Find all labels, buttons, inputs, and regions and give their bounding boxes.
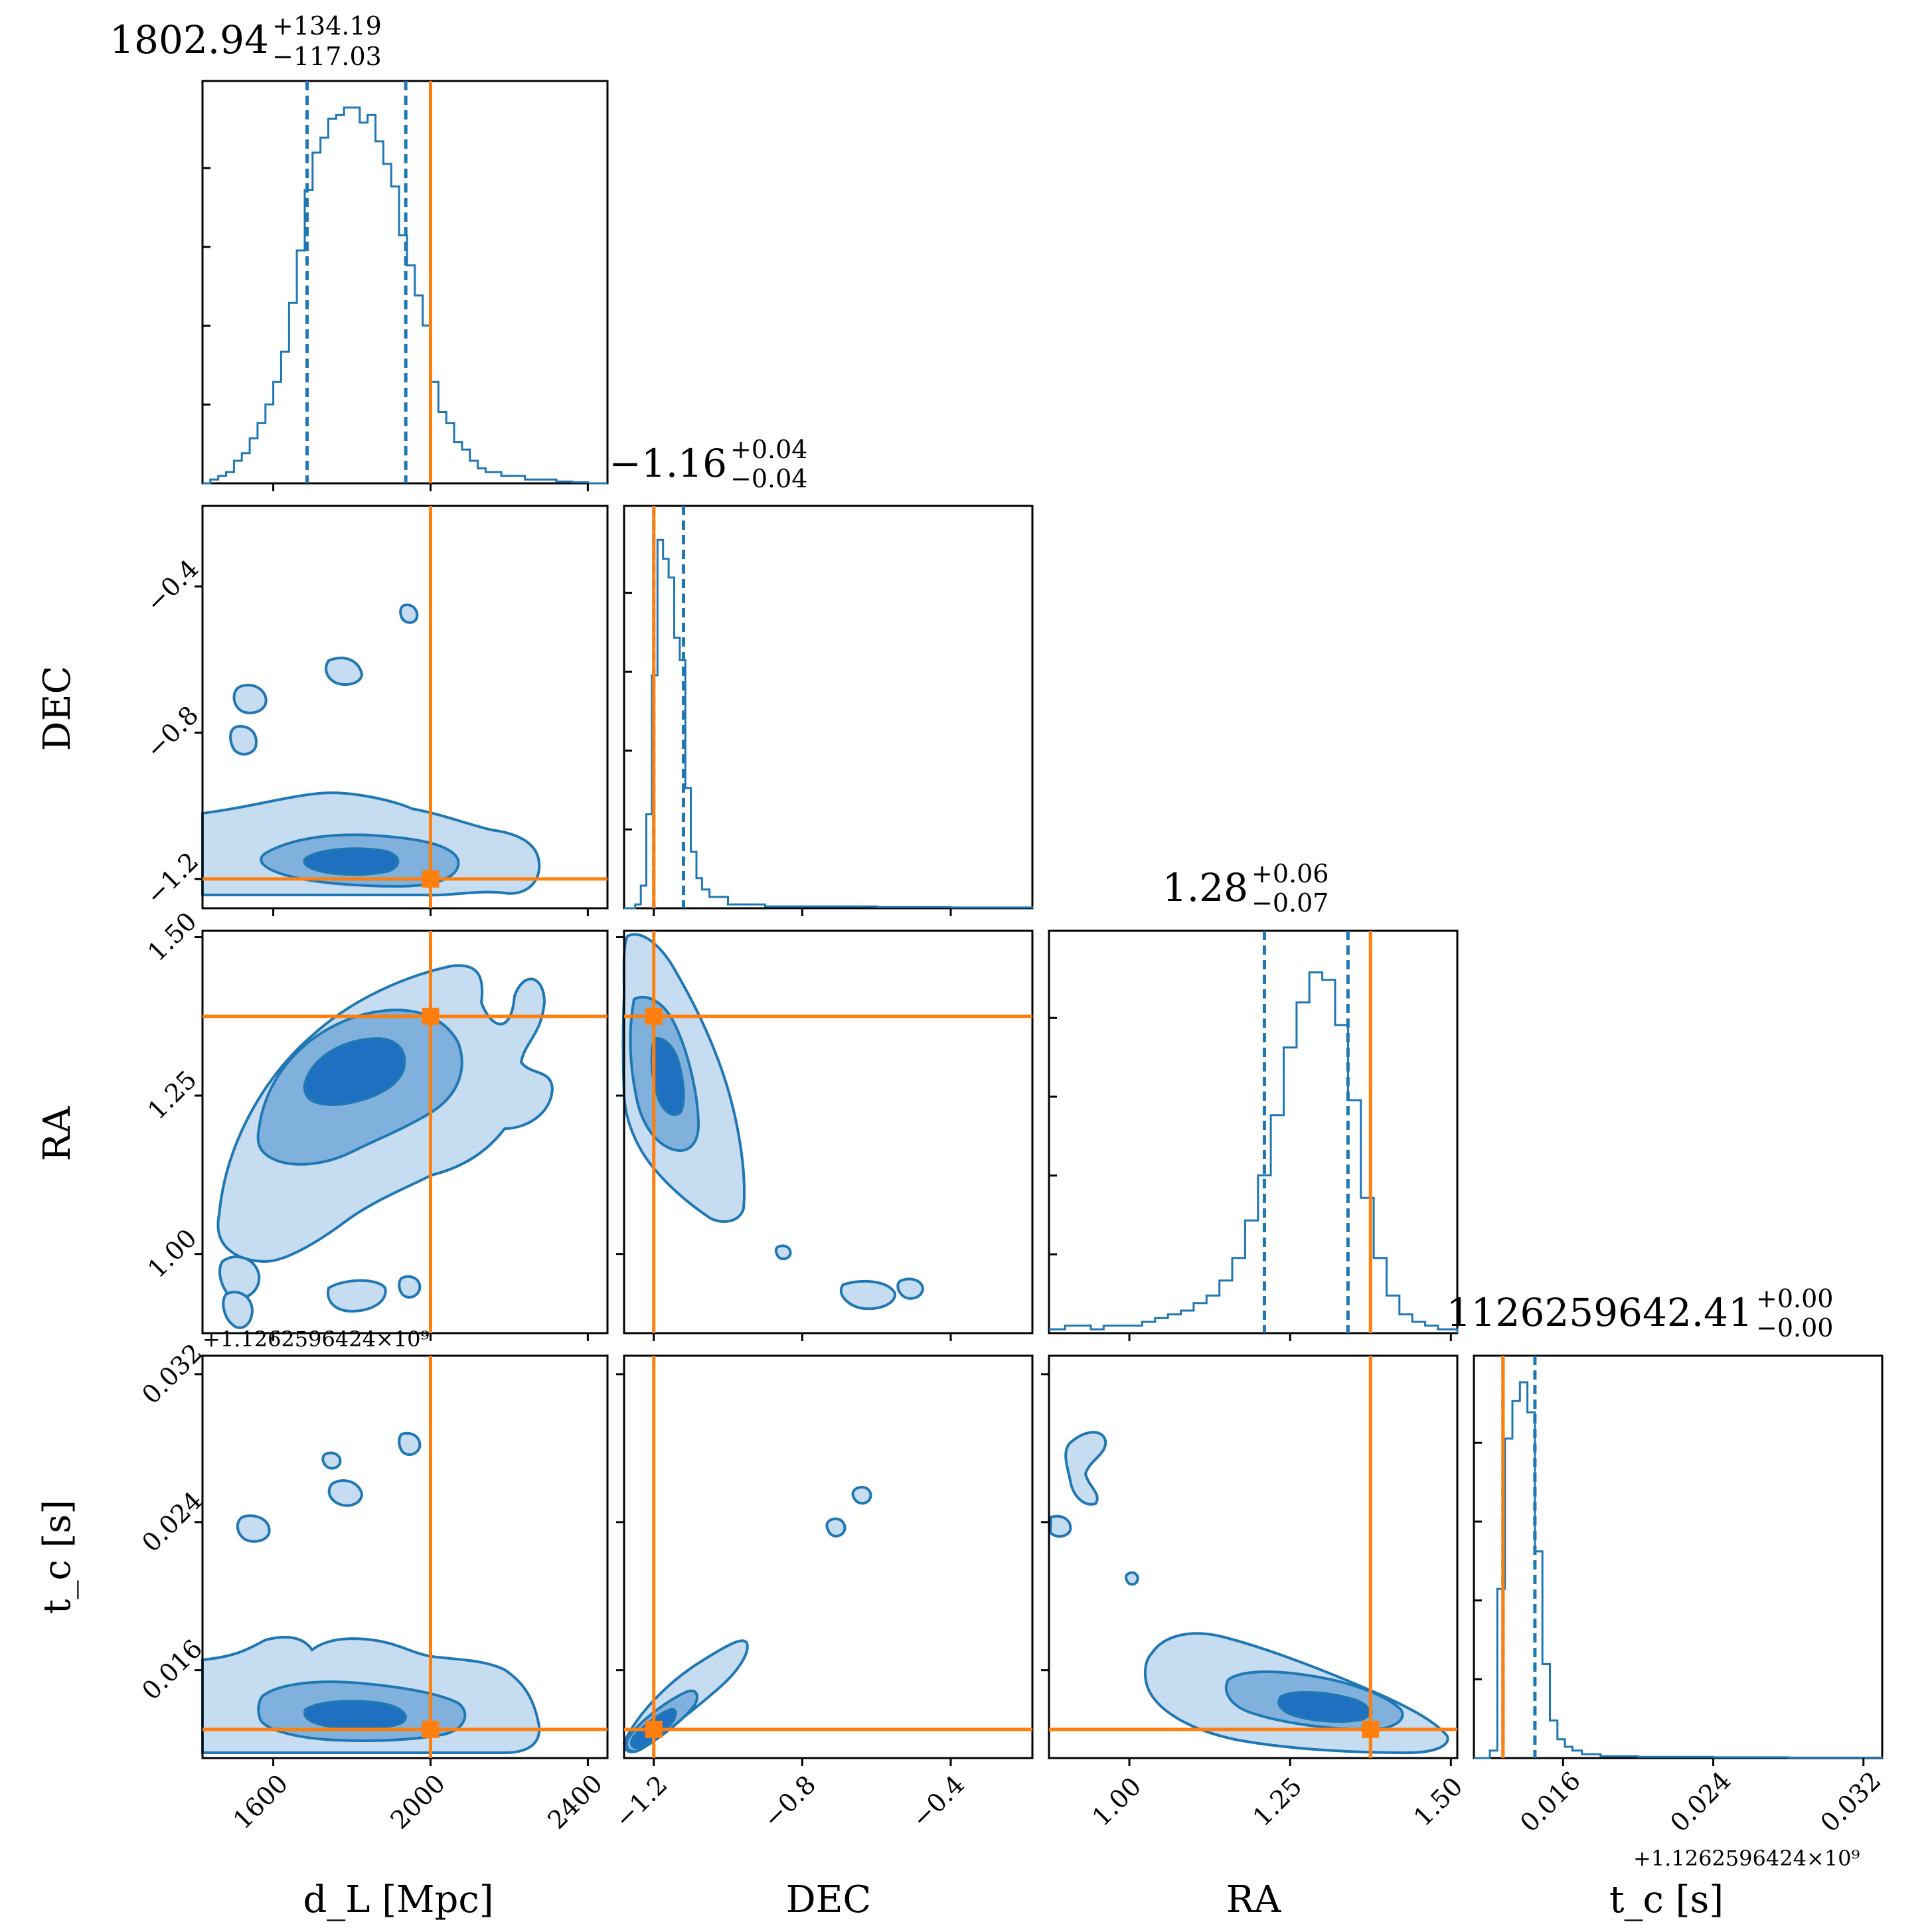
xtick-label-RA: 1.50 — [1408, 1771, 1469, 1832]
ylabel-tc: t_c [s] — [36, 1500, 79, 1614]
xtick-label-DEC: −0.4 — [906, 1770, 970, 1834]
contour-inner — [303, 1037, 406, 1106]
contours-ra-vs-dec — [621, 933, 925, 1311]
title-dec-median: −1.16 — [609, 441, 727, 486]
truth-point-RA-tc — [1362, 1720, 1380, 1738]
truth-point-dL-tc — [422, 1720, 440, 1738]
contour-island — [774, 1244, 792, 1261]
title-dec: −1.16 +0.04 −0.04 — [609, 435, 807, 493]
dynamic-layer: 1600 2000 2400 −1.2 −0.8 −0.4 1.00 1.25 1.50 0.01… — [136, 80, 1887, 1838]
panel-frame-DEC-RA — [623, 929, 1034, 1334]
ylabel-ra: RA — [36, 1106, 79, 1161]
contours-dec-vs-dl — [201, 604, 541, 897]
title-dl-median: 1802.94 — [110, 17, 269, 62]
contour-island — [218, 1255, 261, 1300]
ylabel-dec: DEC — [36, 666, 79, 752]
contour-inner — [303, 847, 400, 876]
title-dl: 1802.94 +134.19 −117.03 — [110, 11, 382, 71]
contour-island — [896, 1277, 925, 1300]
title-ra-median: 1.28 — [1163, 865, 1248, 910]
offset-text-x: +1.1262596424×10⁹ — [1633, 1846, 1860, 1871]
contour-island — [398, 1275, 422, 1299]
title-dec-minus: −0.04 — [730, 464, 807, 493]
ytick-label-RA: 1.50 — [142, 906, 202, 967]
contour-island — [236, 1514, 271, 1543]
contour-inner — [303, 1700, 407, 1730]
panel-frame-dL-RA — [201, 929, 609, 1334]
title-dec-plus: +0.04 — [730, 435, 807, 464]
truth-point-dL-DEC — [422, 870, 440, 888]
xtick-label-RA: 1.00 — [1086, 1771, 1147, 1832]
title-tc: 1126259642.41 +0.00 −0.00 — [1447, 1284, 1834, 1342]
panel-frame-DEC-tc — [623, 1354, 1034, 1759]
panel-frame-DEC-DEC — [623, 505, 1034, 910]
contour-island — [325, 657, 364, 686]
truth-point-DEC-RA — [645, 1007, 663, 1025]
xtick-label-tc: 0.016 — [1514, 1766, 1586, 1838]
contours-tc-vs-dl — [201, 1431, 541, 1754]
contour-inner — [1277, 1691, 1371, 1723]
title-ra-minus: −0.07 — [1251, 888, 1328, 918]
xtick-label-DEC: −0.8 — [758, 1770, 821, 1834]
contour-island — [851, 1485, 872, 1505]
contour-island — [222, 1291, 254, 1329]
xtick-label-RA: 1.25 — [1248, 1771, 1308, 1832]
xtick-label-dL: 1600 — [228, 1769, 294, 1835]
histogram-RA — [1049, 971, 1459, 1333]
panel-frame-dL-DEC — [201, 505, 609, 910]
xlabel-tc: t_c [s] — [1609, 1878, 1724, 1921]
truth-point-dL-RA — [422, 1007, 440, 1025]
panel-frame-RA-RA — [1048, 929, 1459, 1334]
contours-ra-vs-dl — [216, 964, 554, 1329]
xlabel-dl: d_L [Mpc] — [303, 1878, 493, 1921]
ytick-label-RA: 1.00 — [142, 1224, 202, 1284]
contour-island — [229, 725, 258, 756]
contour-island — [232, 683, 268, 714]
title-tc-minus: −0.00 — [1756, 1313, 1833, 1342]
xlabel-ra: RA — [1226, 1878, 1281, 1921]
contour-island — [839, 1279, 896, 1311]
contour-island — [1124, 1571, 1139, 1586]
title-tc-median: 1126259642.41 — [1447, 1290, 1753, 1335]
contour-island — [1064, 1431, 1107, 1506]
xtick-label-dL: 2000 — [385, 1769, 451, 1835]
panel-frame-RA-tc — [1048, 1354, 1459, 1759]
contour-island — [321, 1451, 342, 1470]
ytick-label-RA: 1.25 — [142, 1065, 202, 1125]
histogram-tc — [1474, 1381, 1884, 1759]
contours-tc-vs-dec — [622, 1485, 872, 1753]
contour-island — [399, 604, 419, 624]
histogram-DEC — [624, 538, 1034, 910]
panel-frame-tc-tc — [1473, 1354, 1884, 1759]
truth-point-DEC-tc — [645, 1720, 663, 1738]
xlabel-dec: DEC — [786, 1878, 872, 1921]
contour-island — [825, 1517, 846, 1538]
contour-island — [398, 1431, 422, 1456]
contour-island — [1048, 1514, 1072, 1538]
title-ra-plus: +0.06 — [1251, 859, 1328, 888]
title-dl-plus: +134.19 — [272, 11, 382, 40]
xtick-label-tc: 0.024 — [1664, 1766, 1736, 1838]
title-tc-plus: +0.00 — [1756, 1284, 1833, 1313]
title-ra: 1.28 +0.06 −0.07 — [1163, 859, 1329, 918]
xtick-label-tc: 0.032 — [1815, 1766, 1887, 1838]
offset-text-y: +1.1262596424×10⁹ — [202, 1327, 429, 1352]
title-dl-minus: −117.03 — [272, 42, 382, 71]
xtick-label-DEC: −1.2 — [609, 1770, 673, 1834]
xtick-label-dL: 2400 — [542, 1769, 608, 1835]
contour-island — [327, 1479, 364, 1507]
histogram-dL — [202, 106, 607, 485]
contour-island — [327, 1279, 387, 1313]
contours-tc-vs-ra — [1048, 1431, 1449, 1755]
panel-frame-dL-tc — [201, 1354, 609, 1759]
